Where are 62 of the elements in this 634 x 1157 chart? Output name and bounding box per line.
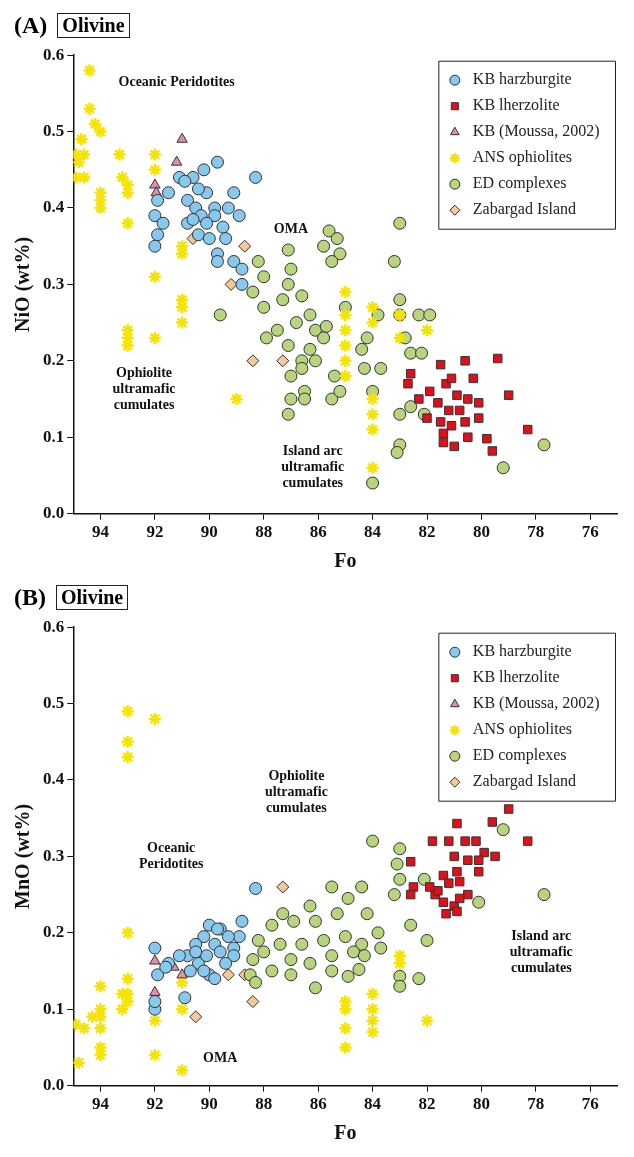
x-tick-label: 82	[418, 1094, 436, 1114]
x-tick-label: 94	[91, 1094, 110, 1114]
legend-label: ED complexes	[472, 746, 567, 765]
y-tick-label: 0.2	[43, 922, 65, 942]
y-tick-label: 0.0	[43, 1074, 65, 1094]
x-tick-label: 76	[581, 522, 599, 542]
legend-label: KB lherzolite	[472, 96, 560, 114]
legend-label: ANS ophiolites	[472, 720, 572, 739]
legend-label: KB harzburgite	[472, 642, 572, 661]
annotation: Ophiolite ultramafic cumulates	[264, 767, 328, 815]
y-tick-label: 0.1	[43, 426, 65, 446]
annotation: Oceanic Peridotites	[138, 840, 205, 872]
y-tick-label: 0.4	[43, 197, 65, 217]
x-tick-label: 94	[91, 522, 110, 542]
x-tick-label: 86	[309, 522, 327, 542]
x-tick-label: 88	[255, 1094, 273, 1114]
chart-subtitle: Olivine	[56, 584, 129, 610]
y-tick-label: 0.6	[43, 616, 65, 636]
x-tick-label: 90	[200, 522, 218, 542]
annotation: Oceanic Peridotites	[118, 74, 236, 90]
y-tick-label: 0.4	[43, 769, 65, 789]
chart-title: (A)	[14, 11, 48, 39]
y-tick-label: 0.5	[43, 692, 65, 712]
y-axis-title: MnO (wt%)	[11, 803, 35, 909]
legend-label: KB (Moussa, 2002)	[472, 694, 600, 713]
legend-label: KB harzburgite	[472, 70, 572, 89]
annotation: OMA	[273, 221, 309, 236]
y-tick-label: 0.0	[43, 502, 65, 522]
chart-title: (B)	[14, 583, 46, 611]
legend-label: KB lherzolite	[472, 668, 560, 686]
legend-label: Zabargad Island	[472, 772, 577, 791]
x-tick-label: 92	[146, 1094, 164, 1114]
y-tick-label: 0.5	[43, 120, 65, 140]
legend-label: ED complexes	[472, 174, 567, 193]
annotation: Ophiolite ultramafic cumulates	[112, 365, 176, 413]
x-tick-label: 90	[200, 1094, 218, 1114]
annotation: OMA	[203, 1049, 239, 1065]
x-tick-label: 84	[364, 522, 382, 542]
x-tick-label: 88	[255, 522, 273, 542]
legend-label: KB (Moussa, 2002)	[472, 122, 600, 141]
y-tick-label: 0.1	[43, 998, 65, 1018]
y-tick-label: 0.3	[43, 845, 65, 865]
x-tick-label: 80	[472, 522, 490, 542]
y-tick-label: 0.2	[43, 350, 65, 370]
legend-label: Zabargad Island	[472, 200, 577, 219]
chart-subtitle: Olivine	[57, 12, 130, 38]
legend-label: ANS ophiolites	[472, 148, 572, 167]
y-tick-label: 0.3	[43, 273, 65, 293]
x-tick-label: 82	[418, 522, 436, 542]
annotation: Island arc ultramafic cumulates	[281, 443, 345, 491]
x-tick-label: 76	[581, 1094, 599, 1114]
x-axis-title: Fo	[334, 549, 357, 572]
y-tick-label: 0.6	[43, 44, 65, 64]
x-tick-label: 86	[309, 1094, 327, 1114]
x-tick-label: 92	[146, 522, 164, 542]
x-axis-title: Fo	[334, 1121, 357, 1144]
x-tick-label: 80	[472, 1094, 490, 1114]
x-tick-label: 78	[527, 522, 545, 542]
x-tick-label: 84	[364, 1094, 382, 1114]
y-axis-title: NiO (wt%)	[11, 236, 35, 332]
x-tick-label: 78	[527, 1094, 545, 1114]
annotation: Island arc ultramafic cumulates	[509, 928, 573, 976]
